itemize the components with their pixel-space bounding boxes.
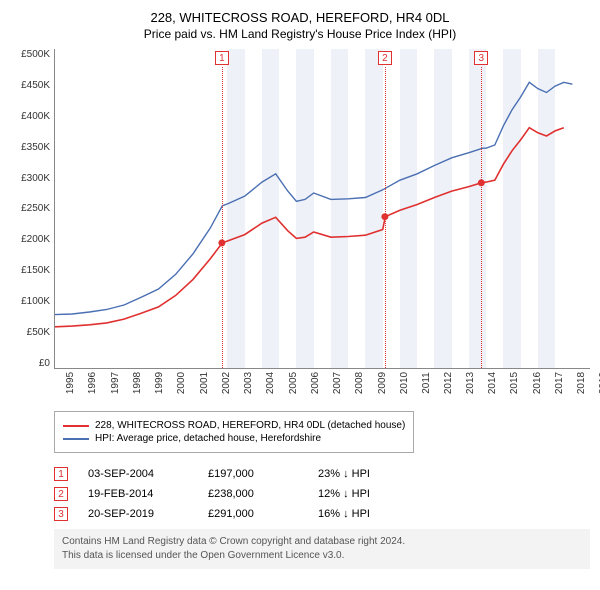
x-tick-label: 2018 — [576, 372, 587, 394]
x-axis: 1995 1996 1997 1998 1999 2000 2001 2002 2003 2004… — [54, 369, 590, 403]
chart-area: £500K £450K £400K £350K £300K £250K £200K £150K… — [10, 49, 590, 369]
legend: 228, WHITECROSS ROAD, HEREFORD, HR4 0DL … — [54, 411, 414, 453]
x-tick-label: 2007 — [332, 372, 343, 394]
y-tick-label: £100K — [21, 296, 50, 307]
footnote-line: Contains HM Land Registry data © Crown c… — [62, 535, 582, 549]
legend-swatch — [63, 425, 89, 427]
transaction-price: £238,000 — [208, 488, 298, 500]
transaction-diff: 16% ↓ HPI — [318, 508, 370, 520]
y-tick-label: £50K — [27, 327, 50, 338]
y-axis: £500K £450K £400K £350K £300K £250K £200K £150K… — [10, 49, 54, 369]
legend-item: HPI: Average price, detached house, Here… — [63, 433, 405, 444]
transaction-date: 03-SEP-2004 — [88, 468, 188, 480]
x-tick-label: 1995 — [65, 372, 76, 394]
x-tick-label: 2006 — [310, 372, 321, 394]
legend-item: 228, WHITECROSS ROAD, HEREFORD, HR4 0DL … — [63, 420, 405, 431]
x-tick-label: 1997 — [110, 372, 121, 394]
transaction-price: £197,000 — [208, 468, 298, 480]
x-tick-label: 2017 — [554, 372, 565, 394]
y-tick-label: £450K — [21, 80, 50, 91]
transaction-row: 3 20-SEP-2019 £291,000 16% ↓ HPI — [54, 507, 590, 521]
x-tick-label: 2001 — [199, 372, 210, 394]
x-tick-label: 1998 — [132, 372, 143, 394]
legend-label: 228, WHITECROSS ROAD, HEREFORD, HR4 0DL … — [95, 420, 405, 431]
title-sub: Price paid vs. HM Land Registry's House … — [10, 27, 590, 41]
y-tick-label: £200K — [21, 234, 50, 245]
transaction-price: £291,000 — [208, 508, 298, 520]
legend-label: HPI: Average price, detached house, Here… — [95, 433, 321, 444]
transaction-date: 20-SEP-2019 — [88, 508, 188, 520]
transaction-marker: 1 — [54, 467, 68, 481]
x-tick-label: 2008 — [354, 372, 365, 394]
x-tick-label: 2013 — [465, 372, 476, 394]
marker-box: 1 — [215, 51, 229, 65]
title-main: 228, WHITECROSS ROAD, HEREFORD, HR4 0DL — [10, 10, 590, 25]
legend-swatch — [63, 438, 89, 440]
transaction-date: 19-FEB-2014 — [88, 488, 188, 500]
x-tick-label: 2011 — [421, 372, 432, 394]
x-tick-label: 2010 — [399, 372, 410, 394]
y-tick-label: £150K — [21, 265, 50, 276]
marker-box: 2 — [378, 51, 392, 65]
transaction-marker: 2 — [54, 487, 68, 501]
footnote-line: This data is licensed under the Open Gov… — [62, 549, 582, 563]
y-tick-label: £250K — [21, 203, 50, 214]
series-property — [55, 128, 564, 327]
chart-titles: 228, WHITECROSS ROAD, HEREFORD, HR4 0DL … — [10, 10, 590, 41]
x-tick-label: 2004 — [265, 372, 276, 394]
page-container: 228, WHITECROSS ROAD, HEREFORD, HR4 0DL … — [0, 0, 600, 579]
transaction-diff: 23% ↓ HPI — [318, 468, 370, 480]
transaction-row: 2 19-FEB-2014 £238,000 12% ↓ HPI — [54, 487, 590, 501]
x-tick-label: 2014 — [487, 372, 498, 394]
x-tick-label: 2002 — [221, 372, 232, 394]
y-tick-label: £500K — [21, 49, 50, 60]
y-tick-label: £350K — [21, 142, 50, 153]
marker-box: 3 — [474, 51, 488, 65]
marker-line — [481, 67, 482, 368]
y-tick-label: £400K — [21, 111, 50, 122]
x-tick-label: 2005 — [288, 372, 299, 394]
transaction-marker: 3 — [54, 507, 68, 521]
x-tick-label: 1999 — [154, 372, 165, 394]
marker-line — [385, 67, 386, 368]
transactions-table: 1 03-SEP-2004 £197,000 23% ↓ HPI 2 19-FEB-201… — [54, 467, 590, 521]
y-tick-label: £300K — [21, 173, 50, 184]
transaction-row: 1 03-SEP-2004 £197,000 23% ↓ HPI — [54, 467, 590, 481]
chart-svg — [55, 49, 581, 369]
x-tick-label: 2016 — [532, 372, 543, 394]
footnote: Contains HM Land Registry data © Crown c… — [54, 529, 590, 569]
marker-line — [222, 67, 223, 368]
y-tick-label: £0 — [39, 358, 50, 369]
series-hpi — [55, 82, 572, 314]
x-tick-label: 2000 — [176, 372, 187, 394]
x-tick-label: 2015 — [509, 372, 520, 394]
plot-area: 1 2 3 — [54, 49, 590, 369]
x-tick-label: 2012 — [443, 372, 454, 394]
transaction-diff: 12% ↓ HPI — [318, 488, 370, 500]
x-tick-label: 2009 — [377, 372, 388, 394]
x-tick-label: 1996 — [87, 372, 98, 394]
x-tick-label: 2003 — [243, 372, 254, 394]
